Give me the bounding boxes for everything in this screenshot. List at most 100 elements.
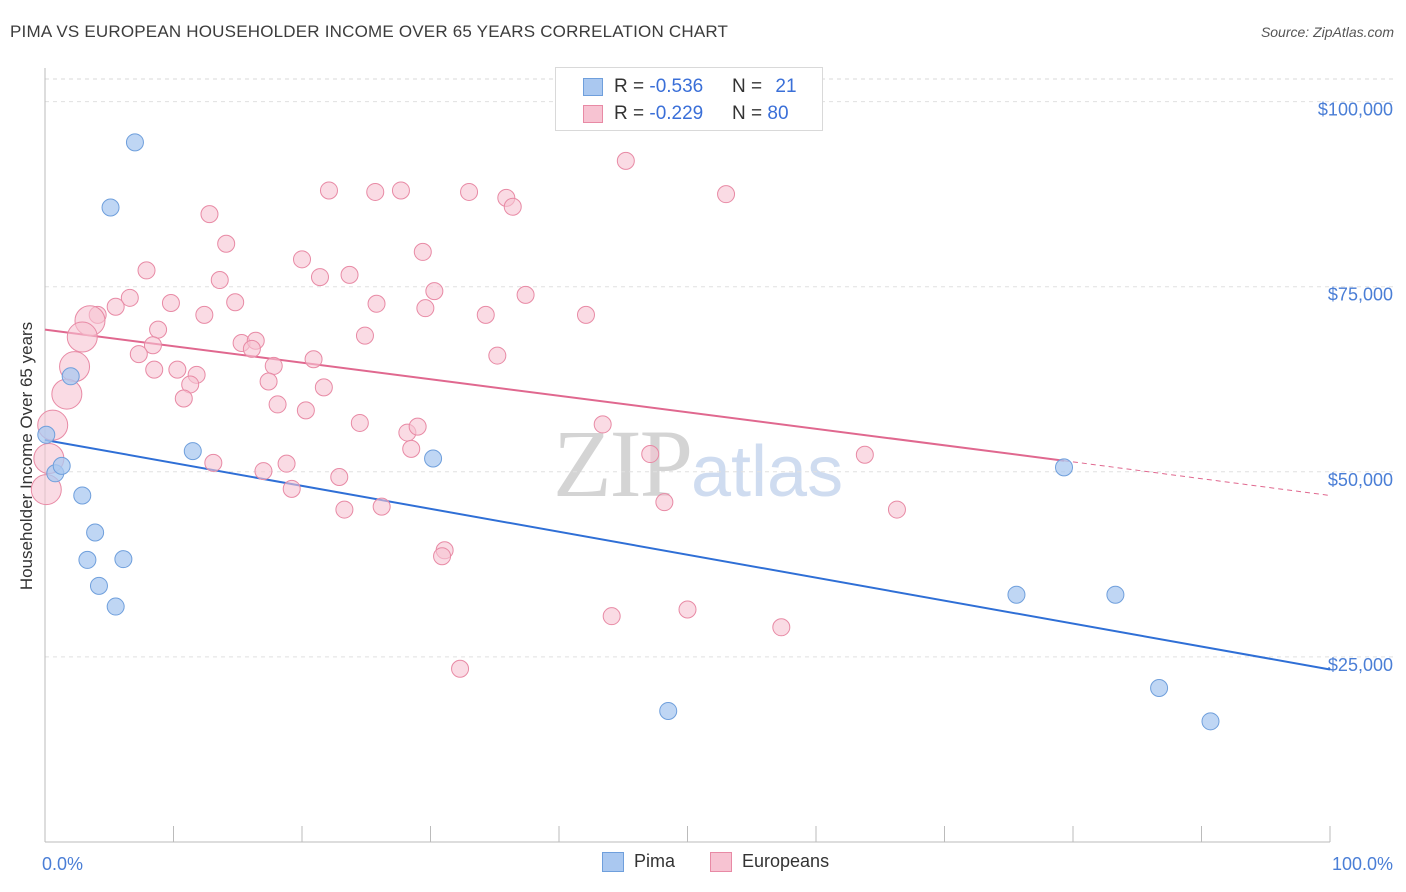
europeans-point (210, 271, 229, 290)
stats-legend: R = -0.536 N = 21 R = -0.229 N = 80 (555, 67, 823, 131)
europeans-point (413, 242, 432, 261)
europeans-point (391, 181, 410, 200)
europeans-point (655, 493, 674, 512)
europeans-point (408, 417, 427, 436)
europeans-point (416, 299, 435, 318)
europeans-point (143, 336, 162, 355)
legend-item-europeans[interactable]: Europeans (710, 851, 829, 872)
pima-point (1055, 458, 1074, 477)
n-value: 80 (767, 103, 789, 124)
europeans-point (254, 462, 273, 481)
europeans-point (161, 294, 180, 312)
europeans-point (717, 185, 736, 204)
y-tick-label: $75,000 (1328, 285, 1393, 305)
europeans-point (282, 479, 301, 498)
pima-point (73, 486, 92, 505)
europeans-point (887, 500, 906, 519)
europeans-point (106, 297, 125, 316)
y-tick-label: $25,000 (1328, 655, 1393, 675)
europeans-swatch (583, 105, 603, 123)
europeans-point (174, 389, 193, 408)
europeans-point (217, 234, 236, 253)
pima-point (183, 442, 202, 461)
r-value: -0.229 (649, 103, 704, 124)
source-label: Source: ZipAtlas.com (1260, 24, 1394, 40)
europeans-point (226, 293, 245, 312)
pima-point (106, 597, 125, 616)
europeans-trend-line (44, 328, 1065, 462)
pima-point (114, 550, 133, 569)
pima-point (37, 425, 56, 444)
europeans-point (425, 282, 444, 301)
europeans-point (304, 350, 323, 369)
europeans-point (488, 346, 507, 365)
r-value: -0.536 (649, 76, 704, 97)
europeans-point (602, 607, 621, 626)
europeans-point (476, 305, 495, 324)
n-label: N = (732, 76, 768, 97)
europeans-legend-swatch (710, 851, 732, 872)
europeans-point (149, 320, 168, 339)
europeans-point (451, 659, 470, 678)
r-label: R = (614, 76, 650, 97)
europeans-point (310, 268, 329, 287)
pima-point (125, 133, 144, 152)
x-tick-label: 100.0% (1332, 854, 1393, 874)
n-label: N = (732, 103, 768, 124)
europeans-point (204, 453, 223, 472)
pima-swatch (583, 78, 603, 96)
pima-point (1201, 712, 1220, 731)
y-axis-label: Householder Income Over 65 years (17, 322, 36, 590)
europeans-point (616, 151, 635, 170)
europeans-point (129, 345, 148, 364)
pima-point (86, 523, 105, 542)
europeans-point (366, 182, 385, 201)
chart-title: PIMA VS EUROPEAN HOUSEHOLDER INCOME OVER… (10, 22, 729, 41)
europeans-point (576, 305, 595, 324)
stats-row-pima: R = -0.536 N = 21 (556, 74, 822, 102)
n-value: 21 (775, 76, 797, 97)
legend-item-pima[interactable]: Pima (602, 851, 675, 872)
europeans-point (259, 372, 278, 391)
europeans-point (372, 497, 391, 516)
pima-point (89, 576, 108, 595)
bottom-legend: Pima Europeans (0, 851, 1406, 879)
europeans-point (277, 454, 296, 473)
grid-lines (45, 78, 1395, 658)
europeans-point (66, 321, 98, 353)
legend-label-pima: Pima (634, 851, 676, 871)
pima-point (1150, 679, 1169, 697)
europeans-point (855, 445, 874, 464)
europeans-point (120, 288, 139, 307)
europeans-point (145, 360, 164, 379)
europeans-point (402, 439, 421, 458)
europeans-point (516, 285, 535, 304)
pima-point (61, 367, 80, 386)
europeans-point (355, 326, 374, 345)
axes (44, 68, 1331, 843)
europeans-points (30, 151, 906, 678)
europeans-point (319, 181, 338, 200)
pima-point (1106, 585, 1125, 604)
europeans-point (268, 395, 287, 414)
europeans-point (137, 261, 156, 280)
europeans-point (641, 445, 660, 464)
r-label: R = (614, 103, 650, 124)
europeans-point (460, 182, 479, 201)
europeans-point (296, 401, 315, 420)
x-axis-tick-labels: 0.0% 100.0% (42, 854, 1393, 874)
europeans-point (503, 197, 522, 216)
europeans-point (195, 305, 214, 324)
x-tick-label: 0.0% (42, 854, 83, 874)
europeans-point (367, 294, 386, 313)
y-axis-tick-labels: $25,000 $50,000 $75,000 $100,000 (1318, 100, 1393, 675)
europeans-point (593, 415, 612, 434)
europeans-point (293, 250, 311, 269)
pima-trend-line (44, 438, 1331, 671)
pima-point (424, 449, 443, 468)
y-tick-label: $50,000 (1328, 470, 1393, 490)
legend-label-europeans: Europeans (742, 851, 830, 871)
pima-legend-swatch (602, 851, 624, 872)
pima-points (37, 133, 1220, 731)
